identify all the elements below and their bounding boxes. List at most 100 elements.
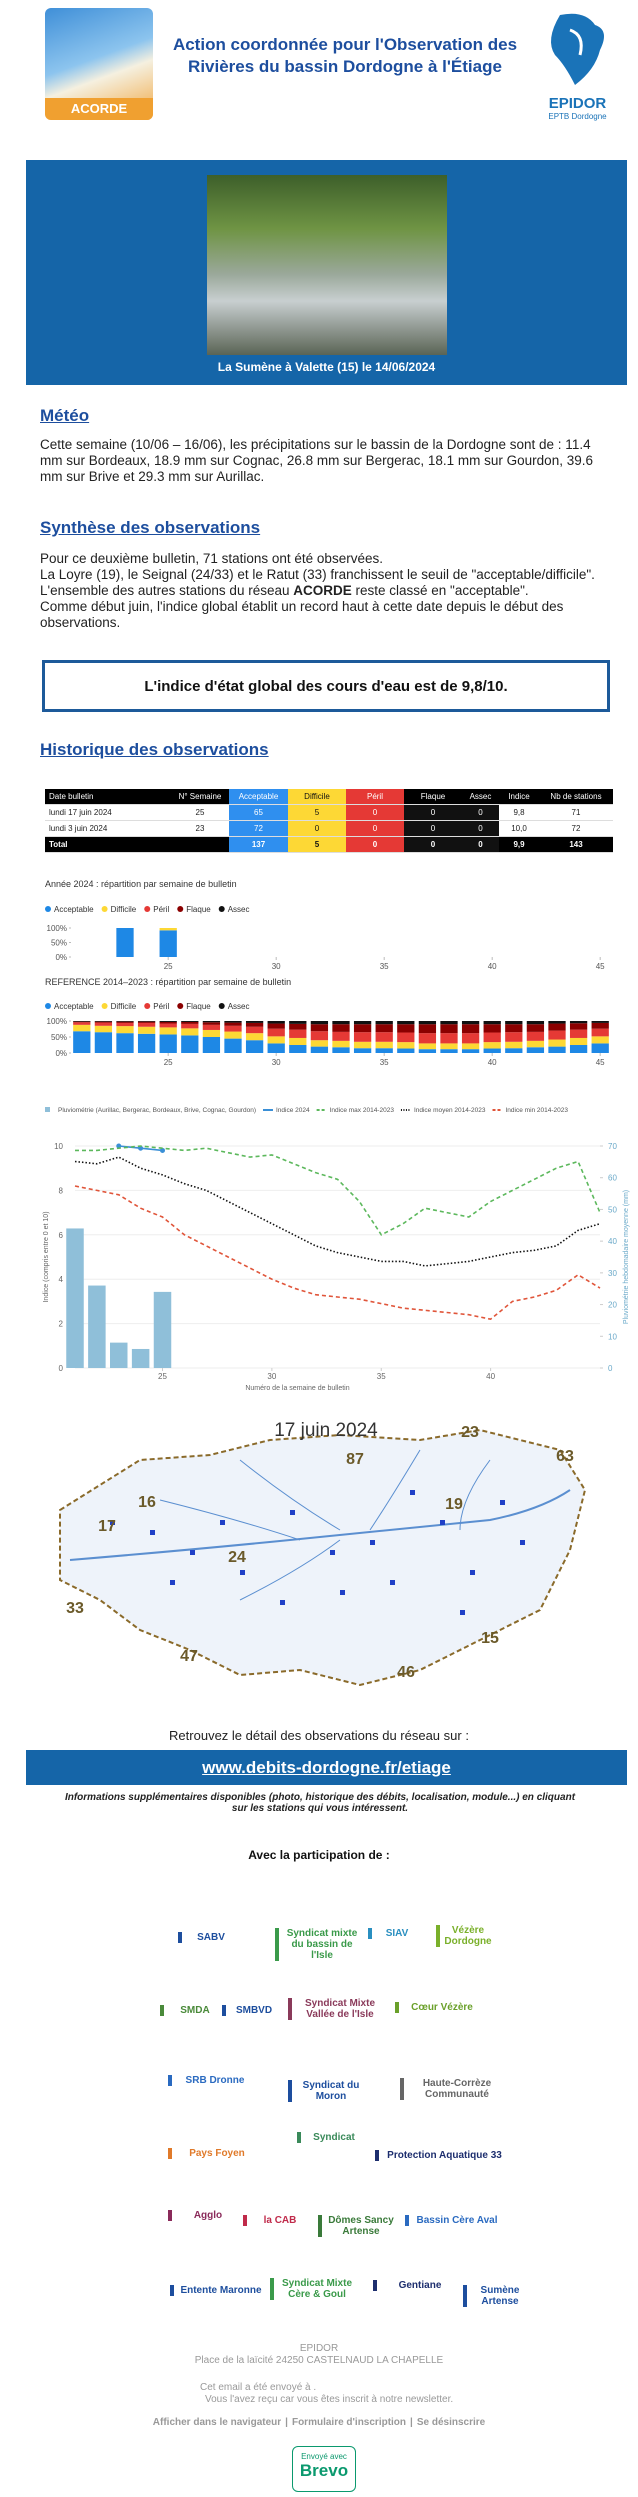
bar-segment [159,1021,177,1022]
y-tick-label: 0% [55,1049,67,1058]
bar-segment [224,1022,242,1026]
bar-segment [245,1040,264,1053]
table-cell: 10,0 [499,821,539,836]
legend-swatch [101,1003,108,1009]
table-cell [171,837,229,852]
bar-segment [202,1024,221,1030]
footer-link[interactable]: Afficher dans le navigateur [152,2417,282,2428]
table-cell: 0 [404,805,462,820]
partner-logo: la CAB [243,2215,310,2226]
bar-segment [310,1024,329,1032]
bar-segment [94,1025,113,1033]
x-tick-label: 45 [596,1058,605,1067]
table-cell: 72 [229,821,288,836]
legend-swatch [45,906,51,912]
chart-title: REFERENCE 2014–2023 : répartition par se… [45,977,291,987]
table-cell: Acceptable [229,789,288,804]
x-tick-label: 30 [272,962,281,971]
bar-segment [224,1021,242,1023]
bar-segment [418,1049,437,1053]
chart-2024: Année 2024 : répartition par semaine de … [45,879,605,971]
partner-logo: Agglo [168,2210,241,2221]
department-number: 19 [445,1496,463,1513]
y-tick-label: 4 [59,1275,64,1284]
text: Comme début juin, l'indice global établi… [40,599,564,630]
river [159,1499,301,1541]
table-cell: 0 [404,837,462,852]
river [69,1489,571,1561]
bar-segment [116,1033,134,1053]
bar-segment [267,1028,285,1037]
river [459,1459,491,1531]
partner-logo: Haute-Corrèze Communauté [400,2078,507,2100]
point [116,1143,122,1149]
legend-label: Acceptable [54,905,94,914]
bar [131,1348,150,1368]
bar-segment [418,1043,437,1050]
brevo-badge[interactable]: Envoyé avec Brevo [292,2446,356,2492]
bar-segment [569,1037,588,1045]
map: 17 juin 2024 87 23 63 16 19 17 24 33 15 47 46 [40,1400,600,1695]
bar-segment [397,1024,415,1033]
chart-title: Année 2024 : répartition par semaine de … [45,879,237,889]
footer-link[interactable]: Formulaire d'inscription [291,2417,407,2428]
bar-segment [483,1048,501,1053]
table-cell: 65 [229,805,288,820]
table-cell: 0 [462,837,499,852]
bar-segment [526,1047,545,1053]
bar-segment [267,1023,285,1029]
footer-link[interactable]: Se désinscrire [416,2417,486,2428]
y2-tick-label: 20 [608,1301,617,1310]
bar-segment [353,1032,372,1042]
y-tick-label: 6 [59,1231,64,1240]
river [239,1459,341,1531]
table-cell: lundi 3 juin 2024 [45,821,171,836]
table-cell: 25 [171,805,229,820]
bar-segment [461,1024,480,1034]
map-title: 17 juin 2024 [274,1420,378,1441]
bar-segment [137,1022,156,1027]
bar-segment [137,1026,156,1034]
bar-segment [289,1021,307,1024]
title-line: Rivières du bassin Dordogne à l'Étiage [188,57,502,76]
legend-swatch [218,1003,225,1009]
table-cell: 143 [539,837,613,852]
bar-segment [548,1021,566,1024]
legend-swatch [101,906,108,912]
bar-segment [137,1021,156,1022]
paragraph: Pour ce deuxième bulletin, 71 stations o… [40,551,615,631]
text: ACORDE [293,583,352,598]
y-tick-label: 0 [59,1364,64,1373]
bar-segment [591,1043,609,1053]
table-cell: 72 [539,821,613,836]
y2-tick-label: 10 [608,1332,617,1341]
bar-segment [267,1036,285,1044]
table-cell: Total [45,837,171,852]
x-tick-label: 40 [488,1058,497,1067]
bar-segment [483,1032,501,1043]
bar-segment [569,1045,588,1053]
x-tick-label: 35 [380,1058,389,1067]
partner-logo: Syndicat du Moron [288,2080,367,2102]
station [280,1600,285,1605]
highlight-box: L'indice d'état global des cours d'eau e… [42,660,610,712]
partner-logo: SMBVD [222,2005,279,2016]
y-tick-label: 50% [51,1033,67,1042]
bar [66,1228,84,1368]
footer-address: Place de la laïcité 24250 CASTELNAUD LA … [194,2355,444,2366]
x-tick-label: 30 [267,1372,276,1381]
bar-segment [202,1022,221,1025]
y2-tick-label: 60 [608,1174,617,1183]
y-tick-label: 8 [59,1186,64,1195]
partner-logo: Dômes Sancy Artense [318,2215,397,2237]
bar-segment [289,1037,307,1045]
bar-segment [116,1022,134,1027]
site-link[interactable]: www.debits-dordogne.fr/etiage [202,1757,451,1777]
bar-segment [569,1021,588,1024]
bar-segment [159,1027,177,1035]
x-tick-label: 25 [164,962,173,971]
bar-segment [569,1029,588,1038]
bar-segment [202,1029,221,1037]
bar [110,1342,128,1368]
